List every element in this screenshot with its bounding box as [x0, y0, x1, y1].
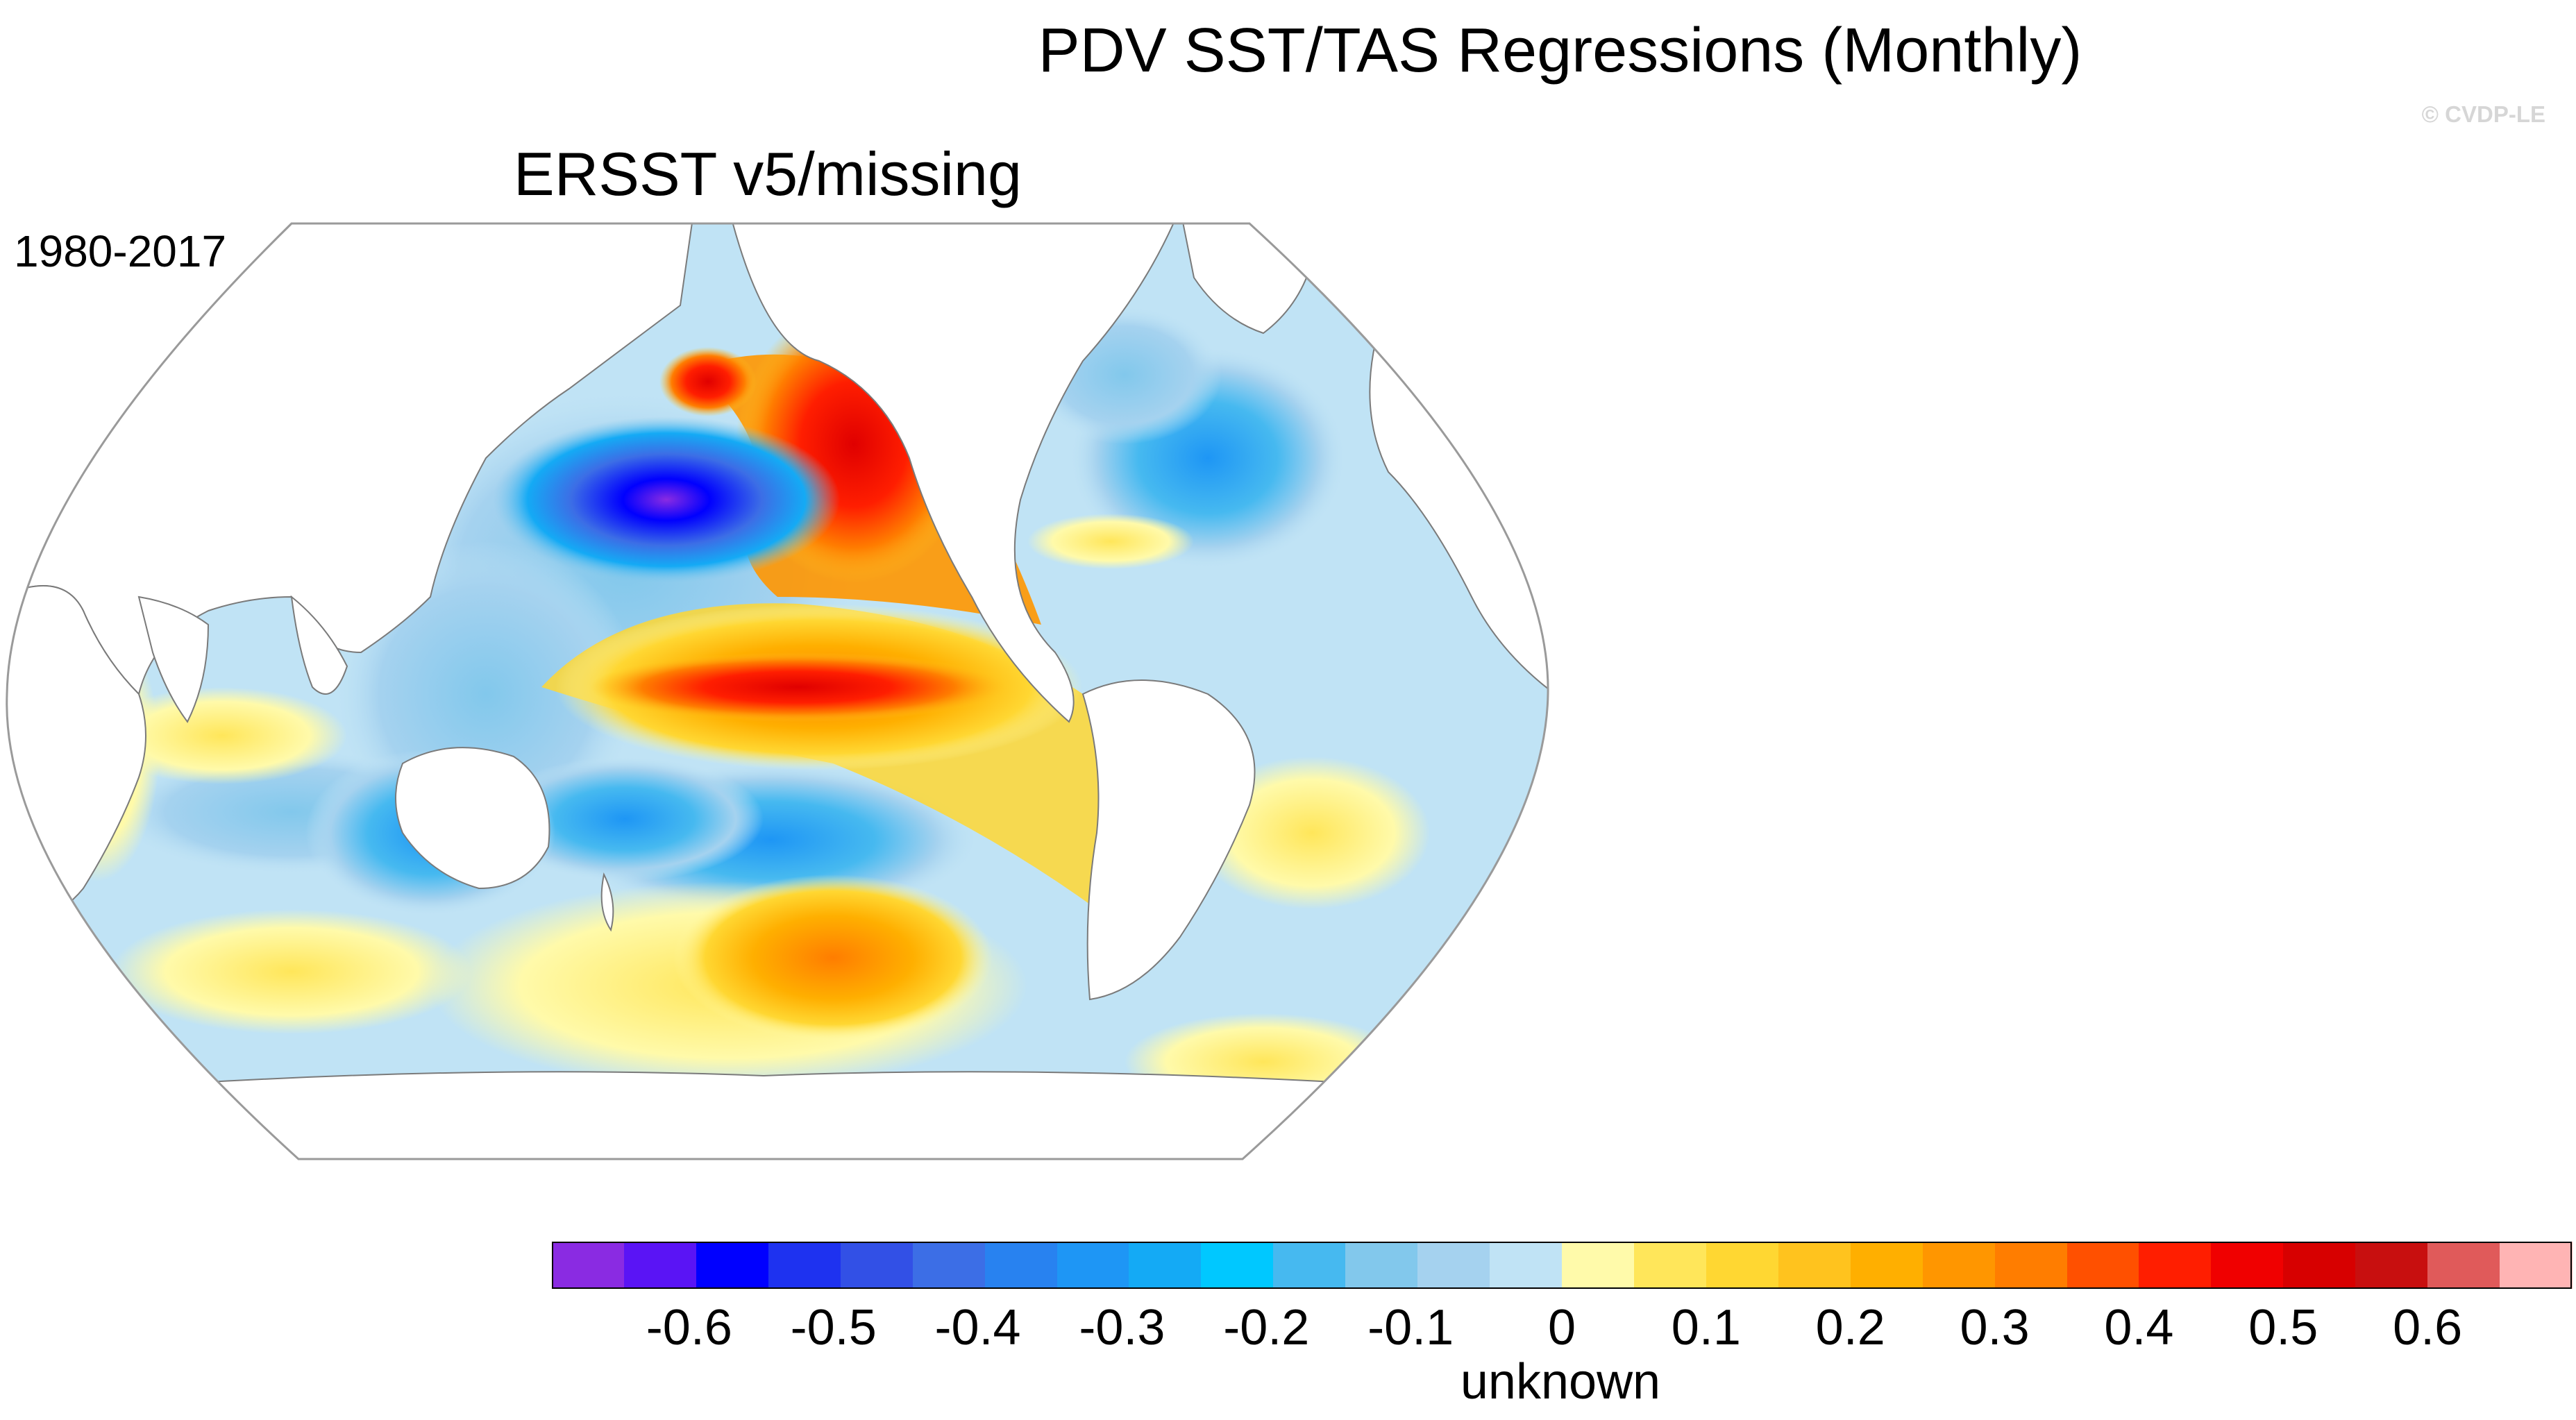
- colorbar-swatch: [1778, 1242, 1851, 1289]
- caribbean-warm: [1027, 514, 1194, 569]
- colorbar-swatch: [1129, 1242, 1202, 1289]
- southern-ocean-warm-patch: [673, 874, 993, 1041]
- north-america-land: [727, 223, 1181, 723]
- colorbar-tick-label: -0.3: [1079, 1300, 1165, 1355]
- colorbar-tick-label: -0.1: [1367, 1300, 1454, 1355]
- colorbar-swatch: [1633, 1242, 1707, 1289]
- colorbar-swatch: [2427, 1242, 2500, 1289]
- world-map-panel: [0, 208, 1555, 1166]
- tropical-pacific-warm-core: [590, 652, 1007, 722]
- colorbar-swatch: [2139, 1242, 2212, 1289]
- colorbar-swatch: [1562, 1242, 1635, 1289]
- colorbar-swatch: [1922, 1242, 1996, 1289]
- antarctica-land: [6, 1071, 1549, 1159]
- figure-title: PDV SST/TAS Regressions (Monthly): [1038, 16, 2082, 85]
- copyright-notice: © CVDP-LE: [2421, 101, 2545, 127]
- colorbar-tick-label: 0.6: [2393, 1300, 2463, 1355]
- colorbar-swatch: [984, 1242, 1058, 1289]
- colorbar-tick-label: 0.2: [1815, 1300, 1885, 1355]
- colorbar-swatch: [1273, 1242, 1346, 1289]
- colorbar-swatch: [2355, 1242, 2428, 1289]
- colorbar-tick-label: 0.1: [1671, 1300, 1741, 1355]
- period-label: 1980-2017: [14, 226, 227, 276]
- alaska-warm: [659, 347, 757, 416]
- colorbar: [552, 1242, 2573, 1289]
- colorbar-swatch: [912, 1242, 986, 1289]
- colorbar-tick-label: 0.3: [1960, 1300, 2030, 1355]
- panel-title: ERSST v5/missing: [514, 140, 1022, 208]
- new-zealand-land: [600, 872, 614, 932]
- colorbar-swatch: [552, 1242, 625, 1289]
- units-label: unknown: [1460, 1354, 1661, 1410]
- india-land: [137, 595, 210, 723]
- colorbar-swatch: [768, 1242, 841, 1289]
- colorbar-swatch: [840, 1242, 914, 1289]
- colorbar-swatch: [1490, 1242, 1563, 1289]
- colorbar-tick-label: -0.4: [934, 1300, 1021, 1355]
- south-pacific-cold-band-2: [486, 757, 764, 881]
- colorbar-swatch: [2066, 1242, 2140, 1289]
- colorbar-tick-label: 0.4: [2104, 1300, 2174, 1355]
- indian-ocean-warm-patch-2: [97, 687, 347, 784]
- colorbar-swatch: [1994, 1242, 2068, 1289]
- colorbar-swatch: [1850, 1242, 1923, 1289]
- southern-indian-warm: [111, 909, 472, 1034]
- australia-land: [395, 747, 550, 890]
- colorbar-tick-label: -0.6: [646, 1300, 732, 1355]
- colorbar-swatch: [1057, 1242, 1130, 1289]
- colorbar-swatch: [1417, 1242, 1490, 1289]
- colorbar-tick-label: 0: [1547, 1300, 1576, 1355]
- world-map: [6, 222, 1549, 1160]
- map-frame: [6, 222, 1549, 1160]
- southeast-asia-land: [290, 595, 348, 695]
- colorbar-swatch: [2283, 1242, 2356, 1289]
- colorbar-swatch: [2500, 1242, 2573, 1289]
- colorbar-swatch: [696, 1242, 769, 1289]
- colorbar-swatch: [1706, 1242, 1779, 1289]
- colorbar-tick-label: -0.5: [790, 1300, 877, 1355]
- colorbar-swatch: [1201, 1242, 1274, 1289]
- north-pacific-cold-pool: [493, 416, 840, 583]
- colorbar-tick-label: -0.2: [1223, 1300, 1310, 1355]
- colorbar-tick-label: 0.5: [2248, 1300, 2318, 1355]
- south-america-land: [1081, 679, 1256, 1001]
- colorbar-swatch: [623, 1242, 697, 1289]
- colorbar-swatch: [2211, 1242, 2284, 1289]
- sst-field: [6, 223, 1549, 1159]
- colorbar-swatch: [1345, 1242, 1418, 1289]
- south-atlantic-warm-patch: [1194, 757, 1430, 909]
